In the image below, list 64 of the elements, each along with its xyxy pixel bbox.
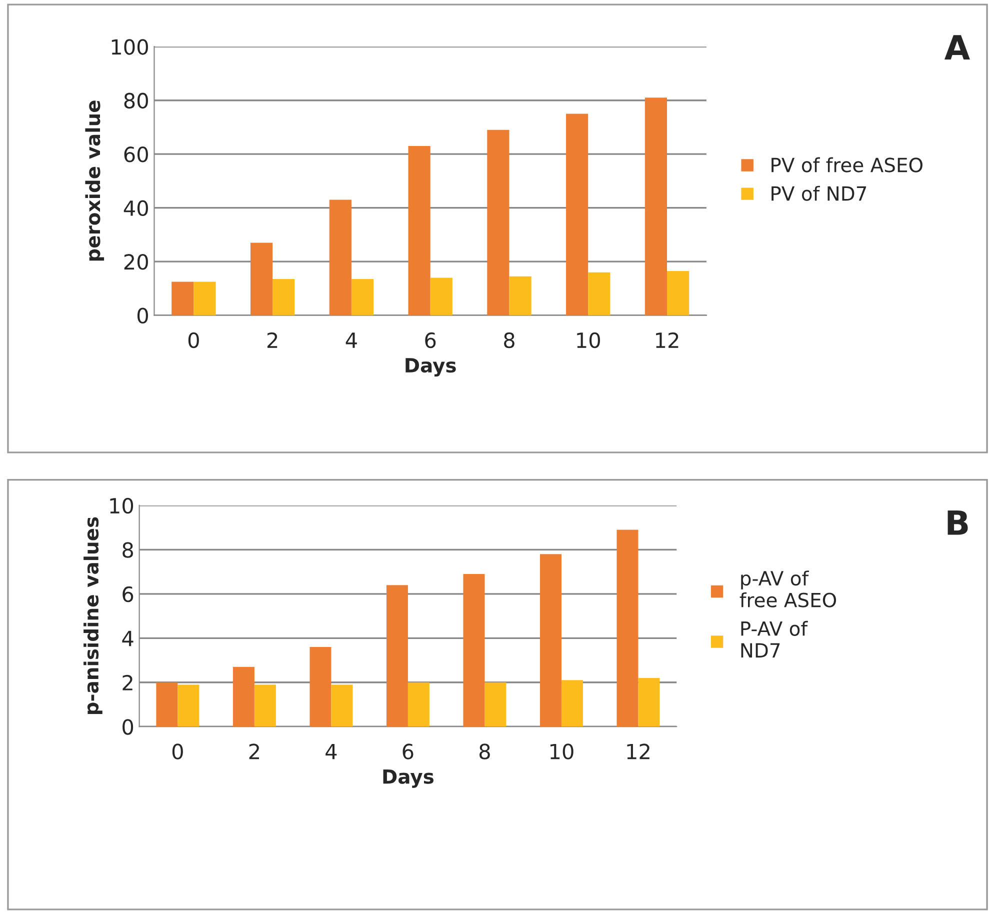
y-tick-label: 8 — [122, 542, 134, 558]
bar — [638, 678, 660, 727]
x-tick-label: 4 — [346, 332, 357, 348]
bar — [408, 146, 430, 316]
text: A — [944, 35, 970, 60]
bar — [616, 530, 638, 727]
y-tick-label: 10 — [110, 498, 134, 514]
y-tick-label: 100 — [112, 39, 148, 55]
bar — [386, 585, 408, 727]
x-tick-label: 8 — [479, 744, 490, 760]
bar — [430, 278, 452, 316]
bar — [272, 279, 295, 316]
x-tick-label: 12 — [656, 332, 678, 348]
bar — [310, 647, 332, 727]
bar — [329, 200, 352, 316]
bar — [561, 680, 583, 727]
bar — [509, 276, 532, 316]
x-tick-label: 0 — [172, 744, 183, 760]
bar — [540, 554, 562, 727]
x-axis-title: Days — [383, 769, 434, 788]
bar — [172, 282, 194, 316]
x-tick-label: 10 — [550, 744, 574, 760]
x-tick-label: 2 — [249, 744, 259, 760]
bar — [331, 684, 353, 727]
bar — [254, 684, 276, 727]
x-tick-label: 4 — [326, 744, 337, 760]
y-tick-label: 2 — [122, 674, 132, 690]
bar — [178, 684, 200, 727]
legend-label: PV of ND7 — [772, 186, 866, 201]
bar — [588, 272, 610, 316]
bar — [250, 242, 273, 316]
y-tick-label: 20 — [124, 254, 148, 270]
y-axis-title: p-anisidine values — [84, 517, 102, 714]
x-tick-label: 0 — [188, 332, 199, 348]
bar — [408, 682, 430, 727]
bar — [644, 98, 668, 316]
x-tick-label: 8 — [504, 332, 514, 348]
legend-label: PV of free ASEO — [772, 157, 922, 172]
bar — [487, 130, 510, 316]
y-tick-label: 0 — [122, 719, 134, 735]
x-tick-label: 6 — [402, 744, 414, 760]
bar — [232, 666, 254, 727]
bar — [484, 682, 506, 727]
legend-label: P-AV of ND7 — [741, 620, 808, 658]
y-tick-label: 60 — [124, 146, 148, 162]
y-axis-title: peroxide value — [85, 100, 104, 261]
y-tick-label: 4 — [122, 630, 134, 646]
x-tick-label: 2 — [267, 332, 278, 348]
bar — [156, 682, 178, 727]
y-tick-label: 40 — [124, 200, 148, 216]
x-tick-label: 10 — [577, 332, 600, 348]
bar — [194, 282, 216, 316]
text: B — [948, 510, 968, 535]
y-tick-label: 80 — [124, 92, 148, 109]
y-tick-label: 0 — [137, 308, 148, 324]
bar — [463, 574, 485, 727]
bar — [566, 114, 588, 316]
bar — [667, 270, 690, 316]
bar — [351, 279, 374, 316]
legend-label: p-AV of free ASEO — [740, 570, 836, 608]
y-tick-label: 6 — [122, 586, 134, 602]
x-axis-title: Days — [406, 358, 456, 377]
x-tick-label: 12 — [627, 744, 650, 760]
x-tick-label: 6 — [425, 332, 436, 348]
